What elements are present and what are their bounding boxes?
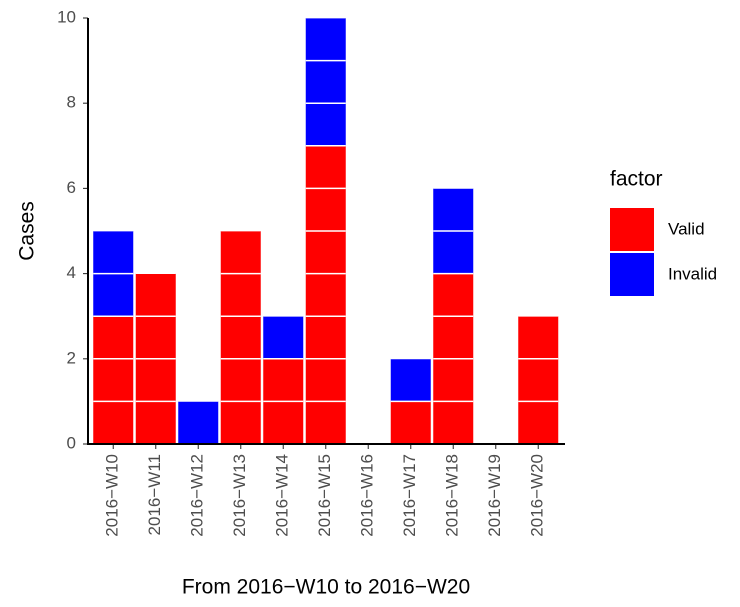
- y-tick-label: 4: [67, 263, 76, 282]
- legend-label: Invalid: [668, 264, 717, 283]
- bar: [305, 18, 346, 146]
- x-tick-label: 2016−W10: [103, 454, 122, 537]
- x-axis-title: From 2016−W10 to 2016−W20: [182, 576, 470, 599]
- bar: [178, 401, 219, 444]
- bar: [518, 316, 559, 444]
- x-tick-label: 2016−W14: [273, 454, 292, 537]
- legend-title: factor: [610, 168, 663, 191]
- legend-key: [610, 208, 654, 251]
- x-tick-label: 2016−W12: [188, 454, 207, 537]
- legend-key: [610, 253, 654, 296]
- x-tick-label: 2016−W20: [528, 454, 547, 537]
- legend-label: Valid: [668, 219, 705, 238]
- y-tick-label: 8: [67, 93, 76, 112]
- bar: [305, 145, 346, 445]
- bar: [263, 316, 304, 359]
- y-tick-label: 2: [67, 348, 76, 367]
- x-tick-label: 2016−W17: [400, 454, 419, 537]
- y-axis-title: Cases: [16, 201, 39, 261]
- y-tick-label: 6: [67, 178, 76, 197]
- x-tick-label: 2016−W19: [485, 454, 504, 537]
- x-tick-label: 2016−W15: [315, 454, 334, 537]
- x-tick-label: 2016−W18: [443, 454, 462, 537]
- bar: [390, 401, 431, 444]
- bar: [220, 231, 261, 444]
- x-tick-label: 2016−W16: [358, 454, 377, 537]
- bar: [93, 316, 134, 444]
- x-tick-label: 2016−W11: [145, 454, 164, 535]
- y-tick-label: 10: [57, 7, 76, 26]
- bar: [390, 358, 431, 402]
- y-tick-label: 0: [67, 433, 76, 452]
- x-tick-label: 2016−W13: [230, 454, 249, 537]
